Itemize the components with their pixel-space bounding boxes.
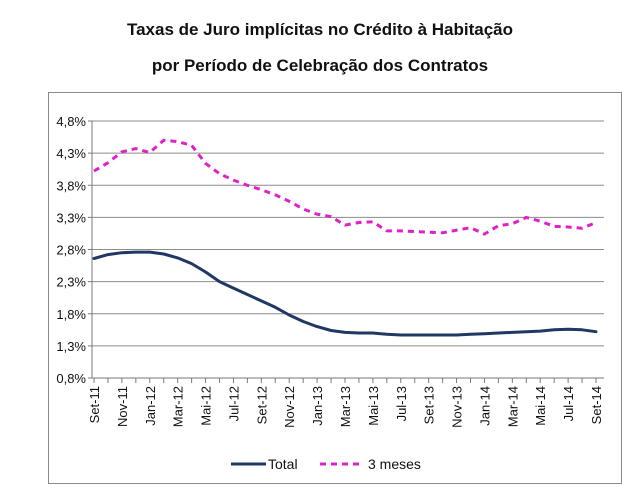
x-tick-label: Jan-14 xyxy=(477,386,492,426)
x-tick-label: Mar-14 xyxy=(505,386,520,427)
y-tick-label: 1,8% xyxy=(56,307,86,322)
axes xyxy=(88,120,604,383)
y-tick-label: 2,3% xyxy=(56,275,86,290)
legend-label-total: Total xyxy=(268,456,298,472)
x-tick-label: Jul-14 xyxy=(561,386,576,421)
x-tick-label: Mai-14 xyxy=(533,386,548,426)
x-tick-label: Mai-12 xyxy=(199,386,214,426)
y-tick-label: 2,8% xyxy=(56,243,86,258)
x-tick-label: Nov-13 xyxy=(450,386,465,428)
x-tick-label: Set-11 xyxy=(87,386,102,423)
x-tick-label: Nov-12 xyxy=(282,386,297,428)
x-tick-label: Mar-13 xyxy=(338,386,353,427)
x-tick-label: Nov-11 xyxy=(115,386,130,427)
y-tick-label: 3,3% xyxy=(56,210,86,225)
series-line-total xyxy=(92,250,598,337)
series-line-3-meses xyxy=(93,138,597,236)
y-tick-label: 0,8% xyxy=(56,371,86,386)
y-tick-label: 3,8% xyxy=(56,178,86,193)
y-tick-label: 4,8% xyxy=(56,114,86,129)
legend-label-3-meses: 3 meses xyxy=(368,456,421,472)
x-tick-label: Set-12 xyxy=(254,386,269,424)
x-tick-label: Jan-12 xyxy=(143,386,158,426)
x-tick-label: Jul-12 xyxy=(226,386,241,421)
x-tick-label: Jul-13 xyxy=(394,386,409,421)
x-tick-label: Set-14 xyxy=(589,386,604,424)
y-tick-label: 1,3% xyxy=(56,339,86,354)
series-lines xyxy=(92,138,598,337)
x-tick-label: Jan-13 xyxy=(310,386,325,426)
x-tick-label: Mai-13 xyxy=(366,386,381,426)
x-tick-label: Set-13 xyxy=(422,386,437,424)
chart-title-line-2: por Período de Celebração dos Contratos xyxy=(151,56,489,75)
y-axis-tick-labels: 0,8% 1,3% 1,8% 2,3% 2,8% 3,3% 3,8% 4,3% 4,8% xyxy=(56,114,86,386)
x-axis-tick-labels: Set-11 Nov-11 Jan-12 Mar-12 Mai-12 Jul-12 Set-… xyxy=(87,386,604,428)
chart-frame xyxy=(48,92,622,484)
gridlines xyxy=(92,120,604,347)
y-tick-label: 4,3% xyxy=(56,146,86,161)
x-tick-label: Mar-12 xyxy=(171,386,186,427)
legend: Total 3 meses xyxy=(231,456,421,472)
chart-title-line-1: Taxas de Juro implícitas no Crédito à Ha… xyxy=(126,20,514,39)
